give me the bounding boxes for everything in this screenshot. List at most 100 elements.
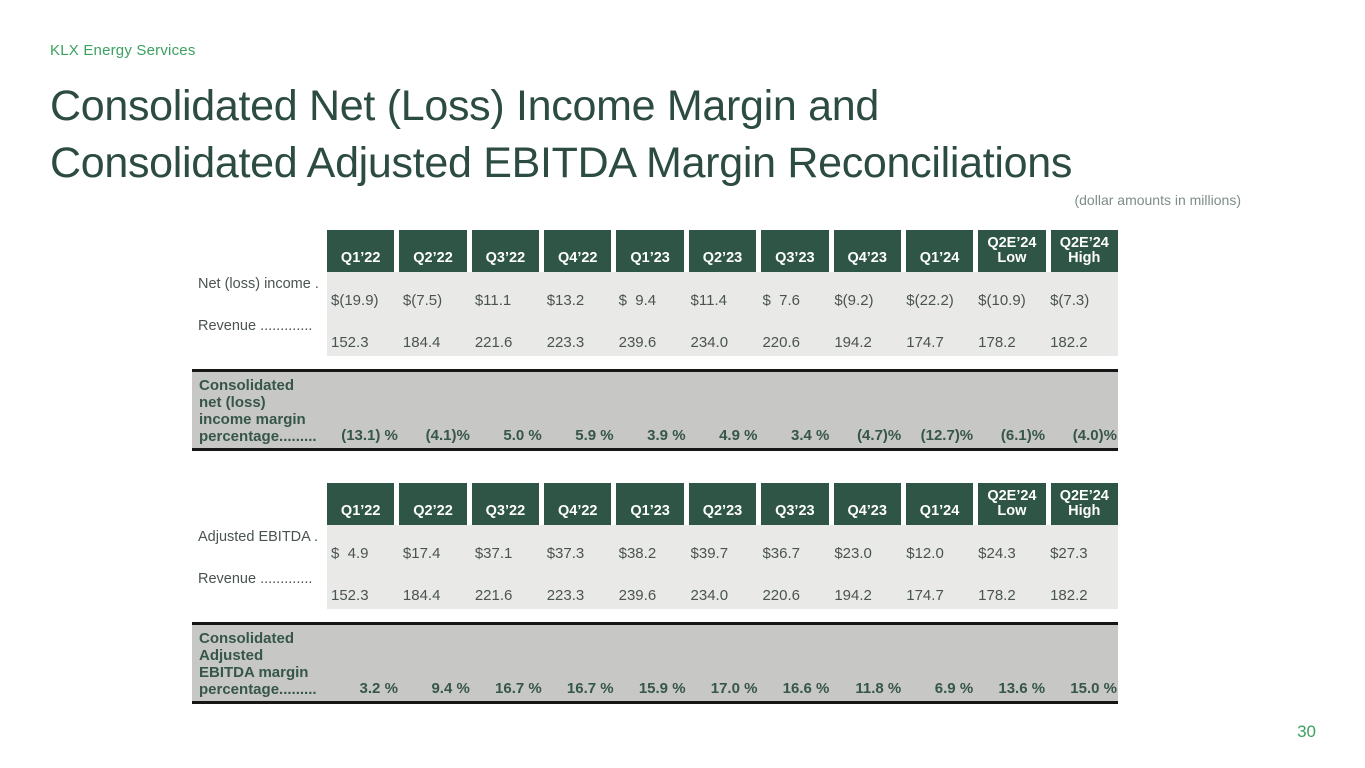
value-cell: 239.6 [618,587,657,604]
value-cell: 221.6 [474,334,513,351]
column-header: Q3’22 [471,230,545,272]
column-header: Q2’23 [688,230,762,272]
column-header: Q2’22 [399,483,472,525]
margin-value-cell: (6.1)% [1000,427,1046,444]
value-cell: $39.7 [690,545,729,562]
margin-value-cell: 3.9 % [647,427,686,444]
quarter-header-row: Q1’22 Q2’22 Q3’22 Q4’22 Q1’23 Q2’23 Q3’23 Q4’23… [192,230,1118,272]
value-cell: $17.4 [402,545,441,562]
net-loss-income-margin-row: Consolidated net (loss) income margin pe… [192,369,1118,451]
value-cell: 174.7 [906,587,944,604]
margin-value-cell: 16.7 % [495,680,542,697]
value-cell: 223.3 [546,334,585,351]
column-header: Q1’22 [327,230,400,272]
brand-text: KLX Energy Services [50,42,196,59]
value-cell: 234.0 [690,587,729,604]
value-cell: 184.4 [402,334,441,351]
column-header: Q2’23 [688,483,762,525]
page-title-line-1: Consolidated Net (Loss) Income Margin an… [50,82,880,130]
row-gap [192,356,1118,369]
value-cell: 223.3 [546,587,585,604]
margin-row-values: 3.2 % 9.4 % 16.7 % 16.7 % 15.9 % 17.0 % 16.6 %… [327,625,1118,701]
row-values: 152.3 184.4 221.6 223.3 239.6 234.0 220.6 194.2… [327,567,1118,609]
margin-value-cell: 5.0 % [503,427,542,444]
value-cell: 194.2 [834,334,872,351]
value-cell: 182.2 [1050,587,1088,604]
margin-value-cell: 3.4 % [790,427,830,444]
value-cell: $(7.3) [1050,292,1090,309]
value-cell: $37.3 [546,545,585,562]
value-cell: 220.6 [762,587,800,604]
row-label-revenue: Revenue ............. [198,318,313,334]
margin-value-cell: 16.7 % [566,680,614,697]
table-row: Revenue ............. 152.3 184.4 221.6 223… [192,567,1118,609]
margin-value-cell: 15.9 % [638,680,686,697]
value-cell: 178.2 [978,587,1016,604]
value-cell: $38.2 [618,545,657,562]
value-cell: 194.2 [834,587,872,604]
table-row: Revenue ............. 152.3 184.4 221.6 223… [192,314,1118,356]
value-cell: $11.1 [474,292,512,309]
margin-row-label: Consolidated net (loss) income margin pe… [199,377,317,445]
page-title: Consolidated Net (Loss) Income Margin an… [50,78,1310,192]
margin-value-cell: 16.6 % [782,680,830,697]
column-header: Q1’23 [616,483,689,525]
margin-value-cell: (4.0)% [1072,427,1117,444]
margin-value-cell: 11.8 % [855,680,902,697]
row-gap [192,609,1118,622]
value-cell: $24.3 [978,545,1016,562]
column-header: Q1’24 [905,483,979,525]
row-values: $(19.9) $(7.5) $11.1 $13.2 $ 9.4 $11.4 $ 7.6 $(… [327,272,1118,314]
column-header: Q2E’24 High [1050,483,1118,525]
column-header: Q3’22 [471,483,545,525]
margin-row-values: (13.1) % (4.1)% 5.0 % 5.9 % 3.9 % 4.9 % 3.4 % (… [327,372,1118,448]
column-header: Q4’23 [833,483,906,525]
quarter-headers: Q1’22 Q2’22 Q3’22 Q4’22 Q1’23 Q2’23 Q3’23 Q4’23… [327,230,1118,272]
margin-value-cell: 17.0 % [710,680,758,697]
margin-value-cell: (13.1) % [341,427,398,444]
page-title-line-2: Consolidated Adjusted EBITDA Margin Reco… [50,139,1073,187]
value-cell: $(9.2) [834,292,874,309]
units-note: (dollar amounts in millions) [1074,192,1241,208]
value-cell: $11.4 [690,292,727,309]
column-header: Q2’22 [399,230,472,272]
value-cell: 239.6 [618,334,657,351]
value-cell: $(19.9) [331,292,379,309]
header-spacer [192,230,327,272]
value-cell: 220.6 [762,334,800,351]
page-number: 30 [1297,722,1316,741]
quarter-headers: Q1’22 Q2’22 Q3’22 Q4’22 Q1’23 Q2’23 Q3’23 Q4’23… [327,483,1118,525]
margin-value-cell: 6.9 % [934,680,974,697]
value-cell: $23.0 [834,545,872,562]
column-header: Q2E’24 Low [978,230,1051,272]
row-values: 152.3 184.4 221.6 223.3 239.6 234.0 220.6 194.2… [327,314,1118,356]
column-header: Q2E’24 Low [978,483,1051,525]
margin-value-cell: (4.1)% [425,427,470,444]
value-cell: 178.2 [978,334,1016,351]
column-header: Q4’23 [833,230,906,272]
column-header: Q1’24 [905,230,979,272]
margin-value-cell: 9.4 % [431,680,470,697]
value-cell: $ 9.4 [618,292,657,309]
adjusted-ebitda-margin-row: Consolidated Adjusted EBITDA margin perc… [192,622,1118,704]
margin-value-cell: (4.7)% [857,427,902,444]
header-spacer [192,483,327,525]
column-header: Q3’23 [761,230,834,272]
value-cell: $(7.5) [402,292,443,309]
column-header: Q4’22 [544,230,617,272]
margin-value-cell: 3.2 % [359,680,398,697]
value-cell: 184.4 [402,587,441,604]
value-cell: 152.3 [331,334,369,351]
value-cell: 182.2 [1050,334,1088,351]
column-header: Q4’22 [544,483,617,525]
margin-value-cell: (12.7)% [920,427,974,444]
value-cell: 152.3 [331,587,369,604]
column-header: Q1’23 [616,230,689,272]
row-label-revenue: Revenue ............. [198,571,313,587]
column-header: Q3’23 [761,483,834,525]
adjusted-ebitda-table: Q1’22 Q2’22 Q3’22 Q4’22 Q1’23 Q2’23 Q3’23 Q4’23… [192,483,1118,704]
value-cell: $ 4.9 [331,545,369,562]
row-label-adjusted-ebitda: Adjusted EBITDA . [198,529,319,545]
row-label-net-loss-income: Net (loss) income . [198,276,319,292]
